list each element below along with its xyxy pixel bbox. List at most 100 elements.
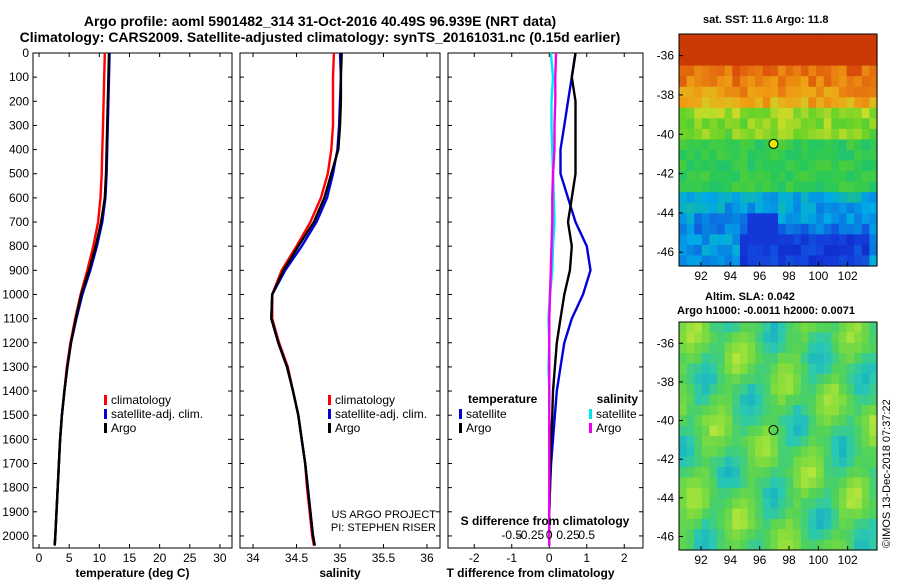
map-cell (709, 76, 718, 88)
map-cell (755, 353, 764, 365)
map-cell (770, 107, 779, 119)
map-cell (755, 467, 764, 479)
map-cell (816, 181, 825, 193)
map-cell (739, 353, 749, 365)
map-cell (869, 384, 878, 396)
map-cell (823, 234, 832, 246)
map-cell (778, 384, 787, 396)
map-cell (831, 373, 840, 385)
map-cell (755, 363, 764, 375)
map-cell (701, 394, 711, 406)
map-cell (808, 394, 817, 406)
map-cell (838, 97, 848, 109)
map-cell (747, 160, 756, 172)
map-cell (686, 539, 695, 551)
map-cell (732, 332, 741, 344)
map-cell (724, 394, 733, 406)
map-cell (762, 171, 771, 183)
map-cell (717, 150, 726, 162)
map-cell (679, 322, 688, 333)
map-cell (793, 425, 802, 437)
map-cell (701, 373, 711, 385)
map-cell (831, 192, 840, 204)
map-cell (701, 415, 711, 427)
map-cell (732, 118, 741, 130)
map-cell (747, 477, 756, 489)
map-cell (732, 539, 741, 551)
map-cell (869, 477, 878, 489)
map-cell (709, 332, 718, 344)
sst-map-title: sat. SST: 11.6 Argo: 11.8 (703, 14, 829, 26)
map-cell (701, 234, 711, 246)
map-cell (778, 202, 787, 214)
map-cell (831, 255, 840, 267)
map-cell (709, 518, 718, 530)
map-cell (831, 128, 840, 141)
map-cell (709, 97, 718, 109)
map-cell (747, 539, 756, 551)
map-cell (686, 436, 695, 447)
map-cell (861, 55, 870, 67)
map-cell (679, 518, 688, 530)
map-cell (739, 373, 749, 385)
depth-tick-label: 200 (9, 94, 29, 108)
map-cell (762, 446, 771, 458)
map-cell (808, 322, 817, 333)
map-cell (831, 539, 840, 551)
map-cell (709, 529, 718, 541)
map-cell (679, 139, 688, 151)
map-cell (701, 192, 711, 204)
legend-label: Argo (466, 421, 492, 435)
map-cell (785, 456, 794, 468)
map-cell (770, 322, 779, 333)
map-cell (785, 518, 794, 530)
map-cell (838, 332, 848, 344)
map-cell (709, 436, 718, 447)
map-cell (739, 487, 749, 499)
map-cell (686, 446, 695, 458)
map-cell (732, 128, 741, 141)
map-cell (831, 477, 840, 489)
map-cell (816, 529, 825, 541)
map-cell (709, 171, 718, 183)
map-cell (831, 322, 840, 333)
x-tick-label: 36 (420, 551, 434, 565)
map-cell (778, 34, 787, 46)
map-cell (816, 118, 825, 130)
map-cell (732, 150, 741, 162)
map-cell (861, 456, 870, 468)
map-cell (747, 322, 756, 333)
map-cell (846, 181, 855, 193)
map-cell (846, 192, 855, 204)
map-cell (739, 404, 749, 416)
map-cell (747, 404, 756, 416)
map-cell (755, 394, 764, 406)
map-cell (747, 425, 756, 437)
credit-line-2: PI: STEPHEN RISER (331, 522, 436, 534)
map-cell (816, 244, 825, 257)
map-cell (724, 363, 733, 375)
map-cell (861, 150, 870, 162)
map-cell (816, 223, 825, 235)
map-cell (770, 128, 779, 141)
map-cell (785, 55, 794, 67)
map-cell (778, 65, 787, 77)
map-cell (831, 446, 840, 458)
map-cell (709, 202, 718, 214)
map-cell (709, 508, 718, 520)
map-cell (701, 384, 711, 396)
map-cell (838, 86, 848, 98)
map-cell (717, 456, 726, 468)
map-cell (861, 160, 870, 172)
map-cell (701, 150, 711, 162)
map-cell (770, 86, 779, 98)
map-cell (686, 487, 695, 499)
sst-map (678, 33, 878, 267)
map-cell (739, 244, 749, 257)
map-cell (808, 55, 817, 67)
map-cell (778, 76, 787, 88)
map-cell (709, 118, 718, 130)
map-cell (686, 181, 695, 193)
map-cell (854, 436, 863, 447)
